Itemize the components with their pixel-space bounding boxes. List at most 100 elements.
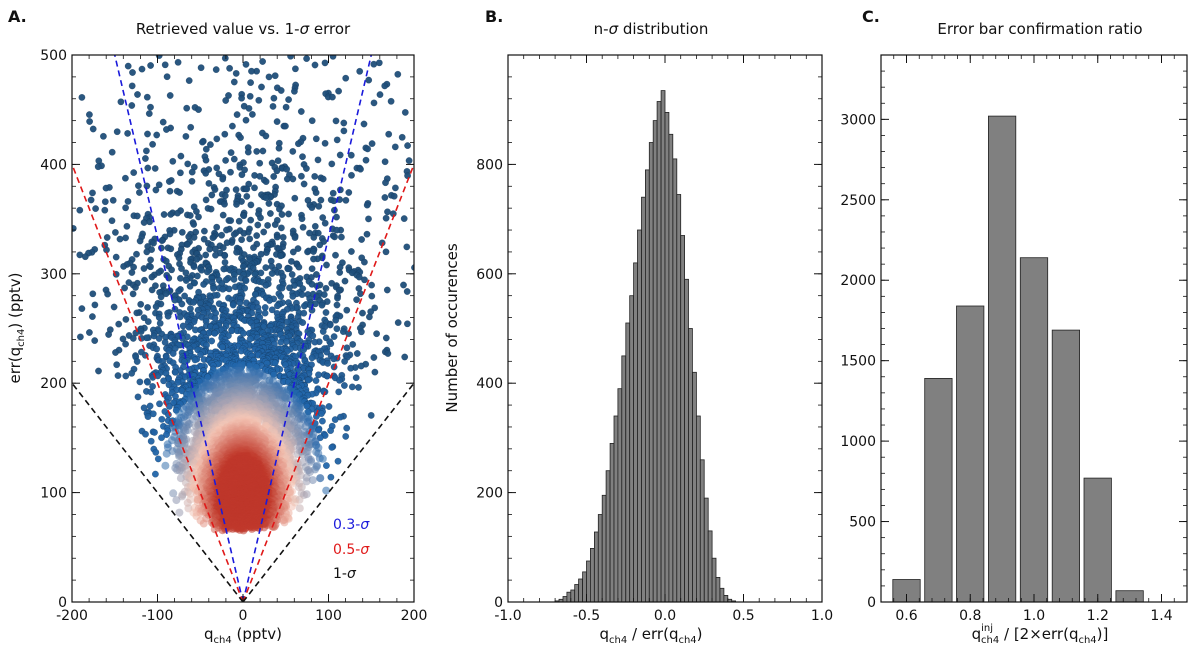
scatter-point [124,129,132,137]
scatter-point [322,462,330,470]
scatter-point [123,222,131,230]
scatter-point [163,73,171,81]
scatter-point [333,136,341,144]
scatter-point [258,83,265,91]
scatter-point [144,164,152,172]
scatter-point [319,175,327,183]
scatter-point [391,143,399,151]
scatter-point [289,292,297,300]
scatter-point [151,470,159,478]
scatter-point [185,323,193,331]
scatter-point [179,322,187,330]
scatter-point [218,231,226,239]
scatter-point [370,99,378,107]
scatter-point [262,178,270,186]
scatter-point [294,245,302,253]
scatter-point [198,266,206,274]
scatter-point [255,96,263,104]
scatter-point [403,288,411,295]
scatter-point [342,196,350,204]
scatter-point [213,135,221,143]
scatter-point [266,297,274,304]
scatter-point [233,248,241,256]
scatter-point [332,251,339,259]
scatter-point [212,66,220,74]
scatter-point [219,211,227,219]
scatter-point [208,191,216,199]
scatter-point [147,256,155,264]
scatter-point [95,367,102,375]
scatter-point [348,383,356,391]
scatter-point [248,110,256,118]
scatter-point [238,94,246,102]
scatter-point [242,60,250,68]
scatter-point [321,59,329,67]
scatter-point [315,371,322,379]
scatter-point [336,269,344,276]
scatter-point [228,122,236,130]
scatter-point [274,157,282,165]
scatter-point [85,111,93,119]
scatter-point [109,196,117,204]
scatter-point [336,376,343,384]
scatter-point [88,313,96,321]
scatter-point [362,156,370,164]
scatter-point [401,108,409,116]
scatter-point [166,187,174,195]
scatter-point [289,248,297,256]
scatter-point [345,189,353,196]
scatter-point [160,377,168,385]
scatter-point [227,168,234,176]
scatter-point [381,194,389,201]
scatter-point [347,364,355,372]
scatter-point [391,184,399,192]
scatter-point [381,158,389,166]
scatter-point [273,167,281,175]
scatter-point [128,102,136,109]
scatter-point [175,287,183,295]
scatter-point [99,132,107,140]
scatter-point [198,138,206,146]
scatter-point [384,208,391,216]
scatter-point [367,411,375,419]
scatter-point [195,106,202,114]
scatter-point [404,172,412,180]
scatter-point [277,224,285,232]
scatter-point [329,55,337,60]
scatter-point [121,284,129,292]
scatter-point [232,69,240,77]
scatter-point [333,325,341,333]
scatter-point [161,461,170,470]
scatter-point [278,211,286,218]
scatter-point [219,285,227,293]
scatter-point [352,374,360,382]
scatter-point [133,250,140,258]
scatter-point [300,302,308,310]
scatter-point [382,179,389,187]
scatter-point [238,236,246,244]
scatter-point [130,169,138,177]
scatter-point [370,60,378,68]
scatter-point [343,344,351,352]
scatter-point [271,221,279,229]
scatter-point [178,228,186,236]
scatter-point [134,182,142,190]
scatter-point [373,330,381,338]
scatter-point [299,223,307,231]
scatter-point [158,237,166,245]
scatter-point [158,434,165,442]
scatter-point [149,140,157,148]
scatter-point [316,474,325,483]
scatter-point [336,151,344,159]
scatter-point [203,268,211,276]
scatter-point [247,216,255,224]
scatter-point [262,264,270,272]
scatter-point [190,233,198,241]
scatter-point [112,349,119,356]
scatter-point [312,377,320,385]
scatter-point [137,300,145,308]
scatter-point [360,120,368,128]
scatter-point [360,258,368,266]
scatter-point [120,262,128,270]
scatter-point [260,228,268,236]
